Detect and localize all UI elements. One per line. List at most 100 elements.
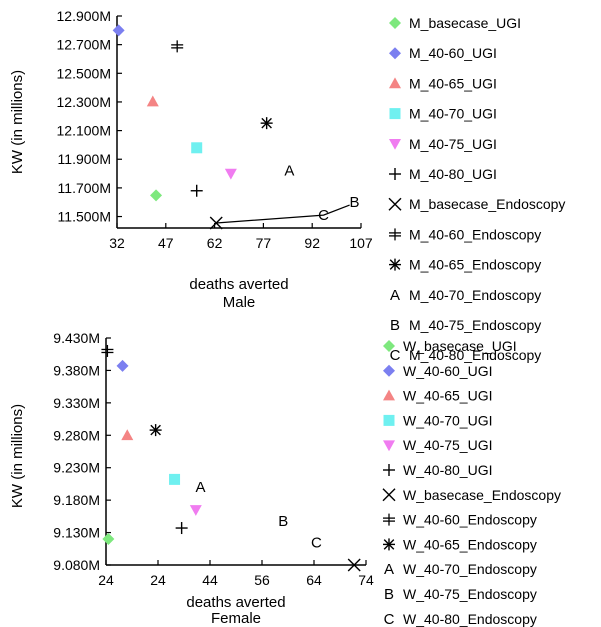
legend-label: M_40-80_UGI xyxy=(409,166,497,182)
y-tick-label: 9.180M xyxy=(53,492,100,508)
point-m_basecase_endoscopy-b xyxy=(209,216,223,230)
x-tick-label: 24 xyxy=(150,572,166,588)
legend-marker-m_40-60_ugi xyxy=(389,47,401,60)
legend-marker-m_basecase_ugi xyxy=(389,17,401,29)
panel-title: Female xyxy=(211,610,261,627)
point-w_basecase_ugi xyxy=(102,533,115,546)
legend-marker-w_basecase_endoscopy xyxy=(382,488,396,502)
legend-marker-m_40-70_endoscopy: A xyxy=(390,287,400,304)
legend-label: W_40-75_UGI xyxy=(403,437,492,453)
point-m_40-80_endoscopy: C xyxy=(318,207,329,224)
point-w_40-60_endoscopy xyxy=(101,344,114,357)
legend-marker-w_basecase_endoscopy-b xyxy=(382,488,396,502)
legend-marker-w_40-75_ugi xyxy=(383,440,395,452)
legend: M_basecase_UGI M_40-60_UGI M_40-65_UGI M_40… xyxy=(388,15,565,364)
point-w_40-80_endoscopy: C xyxy=(311,534,322,551)
x-axis-label: deaths averted xyxy=(189,276,288,293)
point-m_40-65_endoscopy-d2 xyxy=(261,117,272,129)
point-m_40-80_ugi xyxy=(190,184,203,197)
legend-marker-w_40-60_ugi xyxy=(383,364,395,377)
point-m_40-70_ugi xyxy=(191,142,203,154)
legend-label: W_40-80_UGI xyxy=(403,462,492,478)
point-w_40-65_endoscopy xyxy=(149,424,162,437)
point-w_40-80_ugi xyxy=(175,522,188,535)
y-tick-label: 11.700M xyxy=(58,180,111,196)
legend-label: M_40-80_Endoscopy xyxy=(409,347,541,363)
legend-label: M_40-70_Endoscopy xyxy=(409,287,541,303)
legend-marker-w_40-65_endoscopy xyxy=(383,538,395,551)
y-tick-label: 12.700M xyxy=(57,37,111,53)
legend-label: W_40-80_Endoscopy xyxy=(403,611,537,627)
legend-marker-w_40-80_ugi xyxy=(383,464,395,476)
legend-marker-w_40-65_endoscopy-d2 xyxy=(383,539,395,550)
y-tick-label: 11.500M xyxy=(58,209,111,225)
y-tick-label: 9.080M xyxy=(53,557,100,573)
legend-marker-m_40-65_ugi xyxy=(389,77,401,89)
point-w_40-70_ugi xyxy=(169,473,181,485)
y-tick-label: 12.300M xyxy=(57,94,111,110)
legend-label: M_40-65_UGI xyxy=(409,75,497,91)
legend-marker-w_basecase_ugi xyxy=(383,340,395,352)
legend-marker-w_40-60_endoscopy xyxy=(383,513,395,526)
point-w_40-75_ugi xyxy=(189,505,202,516)
point-m_40-65_ugi xyxy=(146,95,159,107)
point-w_40-60_ugi xyxy=(116,359,129,372)
legend-label: W_40-75_Endoscopy xyxy=(403,586,537,602)
x-tick-label: 62 xyxy=(207,235,223,251)
point-w_basecase_endoscopy xyxy=(347,558,361,572)
legend-label: W_basecase_UGI xyxy=(403,338,517,354)
point-w_40-65_endoscopy-d2 xyxy=(150,424,161,436)
legend-label: M_basecase_UGI xyxy=(409,15,521,31)
legend-label: W_40-60_Endoscopy xyxy=(403,512,537,528)
point-m_basecase_endoscopy xyxy=(209,216,223,230)
point-m_40-60_ugi xyxy=(112,24,125,37)
panel-title: Male xyxy=(223,294,256,311)
legend-label: M_40-75_Endoscopy xyxy=(409,317,541,333)
x-tick-label: 77 xyxy=(256,235,272,251)
y-tick-label: 9.230M xyxy=(53,460,100,476)
y-tick-label: 12.900M xyxy=(57,8,111,24)
x-tick-label: 44 xyxy=(202,572,218,588)
x-tick-label: 47 xyxy=(158,235,174,251)
y-tick-label: 9.330M xyxy=(53,395,100,411)
y-axis-label: KW (in millions) xyxy=(9,70,26,174)
legend-marker-m_basecase_endoscopy xyxy=(388,197,402,211)
legend-marker-m_40-75_ugi xyxy=(389,139,401,150)
legend-label: W_40-70_Endoscopy xyxy=(403,561,537,577)
legend-marker-m_40-60_endoscopy xyxy=(389,228,401,241)
point-w_40-70_endoscopy: A xyxy=(196,479,206,496)
x-axis-label: deaths averted xyxy=(186,594,285,611)
legend-label: W_40-70_UGI xyxy=(403,412,492,428)
x-tick-label: 107 xyxy=(349,235,373,251)
y-axis-label: KW (in millions) xyxy=(9,404,26,508)
legend-marker-w_40-65_ugi xyxy=(383,389,395,401)
legend-label: W_40-65_Endoscopy xyxy=(403,536,537,552)
legend-label: M_40-65_Endoscopy xyxy=(409,257,541,273)
point-w_40-75_endoscopy: B xyxy=(278,513,288,530)
legend-marker-w_40-70_ugi xyxy=(383,414,395,426)
x-tick-label: 64 xyxy=(306,572,322,588)
y-tick-label: 9.130M xyxy=(53,525,100,541)
male-panel: 11.500M 11.700M 11.900M 12.100M 12.300M 12.50… xyxy=(9,8,565,364)
point-m_40-70_endoscopy: A xyxy=(284,163,294,180)
legend-marker-m_40-65_endoscopy-d2 xyxy=(389,259,401,270)
point-m_40-75_ugi xyxy=(224,168,237,180)
y-tick-label: 9.430M xyxy=(53,330,100,346)
legend-label: M_40-75_UGI xyxy=(409,136,497,152)
legend-label: W_basecase_Endoscopy xyxy=(403,487,561,503)
legend-label: M_basecase_Endoscopy xyxy=(409,196,565,212)
legend-marker-m_basecase_endoscopy-b xyxy=(388,197,402,211)
y-tick-label: 11.900M xyxy=(58,151,111,167)
legend-marker-w_40-75_endoscopy: B xyxy=(384,586,394,603)
point-m_40-60_endoscopy xyxy=(171,40,184,53)
point-m_basecase_ugi xyxy=(150,189,163,202)
y-tick-label: 12.100M xyxy=(57,123,111,139)
point-w_basecase_endoscopy-b xyxy=(347,558,361,572)
legend-marker-m_40-65_endoscopy xyxy=(389,258,401,271)
x-tick-label: 74 xyxy=(358,572,374,588)
legend-label: M_40-60_UGI xyxy=(409,45,497,61)
point-m_40-65_endoscopy xyxy=(260,117,273,130)
female-panel: 9.080M 9.130M 9.180M 9.230M 9.280M 9.330M 9.38… xyxy=(9,330,561,627)
legend-marker-m_40-80_endoscopy: C xyxy=(390,347,401,364)
